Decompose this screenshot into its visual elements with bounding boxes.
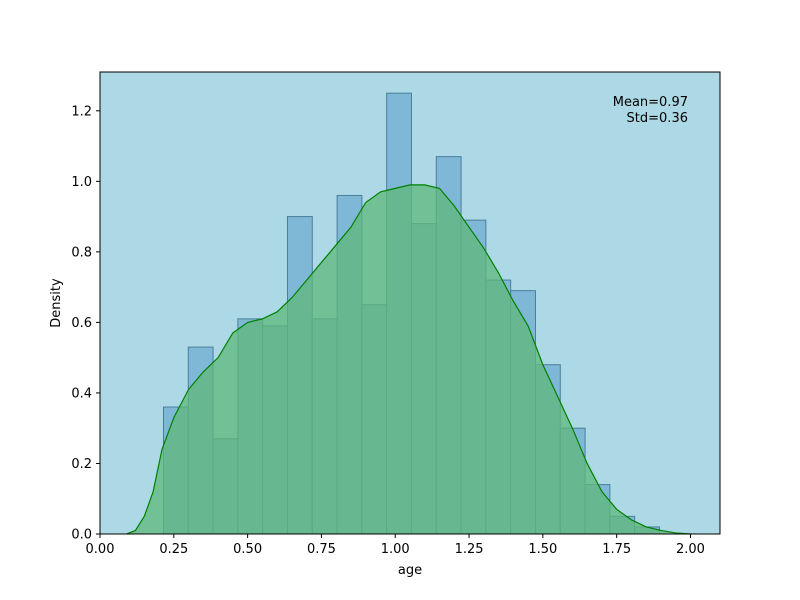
y-tick-label: 0.8 — [71, 245, 92, 260]
x-axis-ticks: 0.00 0.25 0.50 0.75 1.00 1.25 1.50 1.75 2.00 — [86, 534, 705, 557]
annotation-std: Std=0.36 — [627, 111, 688, 126]
y-tick-label: 0.4 — [71, 386, 92, 401]
x-tick-label: 1.75 — [602, 542, 631, 557]
x-tick-label: 0.25 — [159, 542, 188, 557]
y-axis-ticks: 0.0 0.2 0.4 0.6 0.8 1.0 1.2 — [71, 104, 100, 543]
kde-area — [126, 184, 691, 534]
x-tick-label: 1.00 — [381, 542, 410, 557]
y-tick-label: 0.0 — [71, 528, 92, 543]
y-axis-label: Density — [49, 278, 64, 328]
x-tick-label: 2.00 — [676, 542, 705, 557]
x-tick-label: 0.00 — [86, 542, 115, 557]
annotation-mean: Mean=0.97 — [613, 95, 688, 110]
y-tick-label: 1.2 — [71, 104, 92, 119]
x-tick-label: 0.50 — [233, 542, 262, 557]
x-tick-label: 1.25 — [455, 542, 484, 557]
plot-frame — [99, 71, 721, 535]
y-tick-label: 0.2 — [71, 457, 92, 472]
y-tick-label: 0.6 — [71, 316, 92, 331]
x-axis-label: age — [398, 563, 422, 578]
x-tick-label: 0.75 — [307, 542, 336, 557]
y-tick-label: 1.0 — [71, 175, 92, 190]
kde-layer — [126, 184, 691, 535]
kde-line — [126, 184, 691, 535]
x-tick-label: 1.50 — [528, 542, 557, 557]
